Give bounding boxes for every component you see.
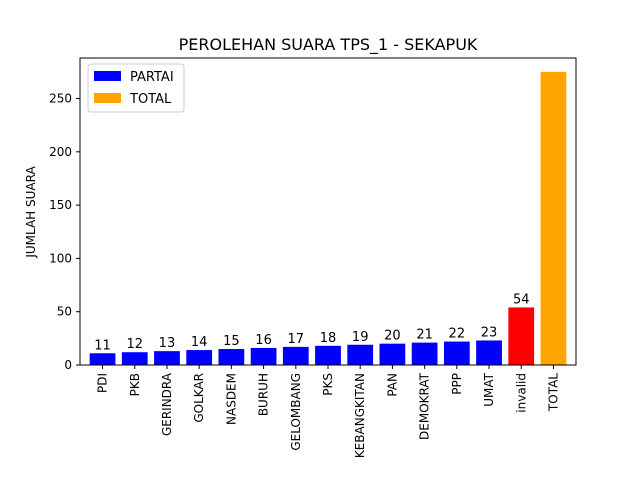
bar-buruh: [250, 347, 277, 365]
legend-swatch-partai: [94, 71, 121, 81]
axes-frame: [79, 57, 577, 366]
x-tick-label-total: TOTAL: [546, 373, 560, 412]
x-tick-label-pdi: PDI: [96, 373, 110, 393]
x-tick-label-kebangkitan: KEBANGKITAN: [353, 373, 367, 458]
chart-title: PEROLEHAN SUARA TPS_1 - SEKAPUK: [179, 35, 478, 55]
legend: PARTAI TOTAL: [87, 63, 185, 113]
value-label-gerindra: 13: [159, 336, 176, 351]
bar-pks: [315, 345, 341, 365]
x-tick-label-invalid: invalid: [514, 373, 528, 413]
value-label-demokrat: 21: [416, 328, 433, 343]
value-label-golkar: 14: [191, 335, 208, 350]
plot-area: 11 PDI 12 PKB 13 GERINDRA 14 GOLKAR 15 NASDEM 16 BU…: [49, 57, 577, 458]
y-tick-label-100: 100: [49, 251, 72, 265]
x-tick-label-demokrat: DEMOKRAT: [418, 372, 432, 440]
bar-invalid: [508, 307, 535, 365]
x-tick-label-umat: UMAT: [482, 372, 496, 406]
x-tick-label-pan: PAN: [385, 373, 399, 397]
bar-pdi: [89, 353, 116, 365]
bar-demokrat: [411, 342, 438, 365]
bar-gerindra: [154, 351, 180, 365]
bar-pkb: [121, 352, 148, 365]
x-tick-label-nasdem: NASDEM: [224, 373, 238, 425]
y-tick-label-250: 250: [49, 92, 72, 106]
bar-golkar: [186, 350, 213, 365]
x-tick-label-pkb: PKB: [128, 373, 142, 396]
x-tick-label-ppp: PPP: [450, 373, 464, 395]
x-tick-label-golkar: GOLKAR: [192, 373, 206, 423]
bar-kebangkitan: [347, 344, 374, 365]
value-label-umat: 23: [481, 325, 498, 340]
x-tick-label-buruh: BURUH: [257, 373, 271, 416]
bar-pan: [379, 343, 406, 365]
value-label-gelombang: 17: [288, 332, 305, 347]
y-tick-label-200: 200: [49, 145, 72, 159]
y-axis-label: JUMLAH SUARA: [24, 166, 38, 259]
bar-umat: [476, 340, 502, 365]
legend-swatch-total: [94, 93, 121, 103]
bar-nasdem: [218, 349, 245, 365]
value-label-pdi: 11: [94, 338, 111, 353]
value-label-nasdem: 15: [223, 334, 240, 349]
bar-gelombang: [282, 346, 309, 365]
bar-ppp: [443, 341, 470, 365]
value-label-pks: 18: [320, 331, 337, 346]
value-label-ppp: 22: [449, 327, 466, 342]
legend-label-partai: PARTAI: [130, 70, 174, 85]
value-label-invalid: 54: [513, 292, 530, 307]
value-label-pkb: 12: [126, 337, 143, 352]
y-tick-label-50: 50: [57, 305, 72, 319]
value-label-kebangkitan: 19: [352, 330, 369, 345]
x-tick-label-gelombang: GELOMBANG: [289, 373, 303, 451]
x-tick-label-pks: PKS: [321, 373, 335, 396]
x-tick-label-gerindra: GERINDRA: [160, 372, 174, 436]
y-tick-label-150: 150: [49, 198, 72, 212]
value-label-buruh: 16: [255, 333, 272, 348]
value-label-pan: 20: [384, 329, 401, 344]
y-tick-label-0: 0: [64, 358, 72, 372]
legend-label-total: TOTAL: [129, 92, 172, 107]
bar-total: [540, 71, 567, 366]
